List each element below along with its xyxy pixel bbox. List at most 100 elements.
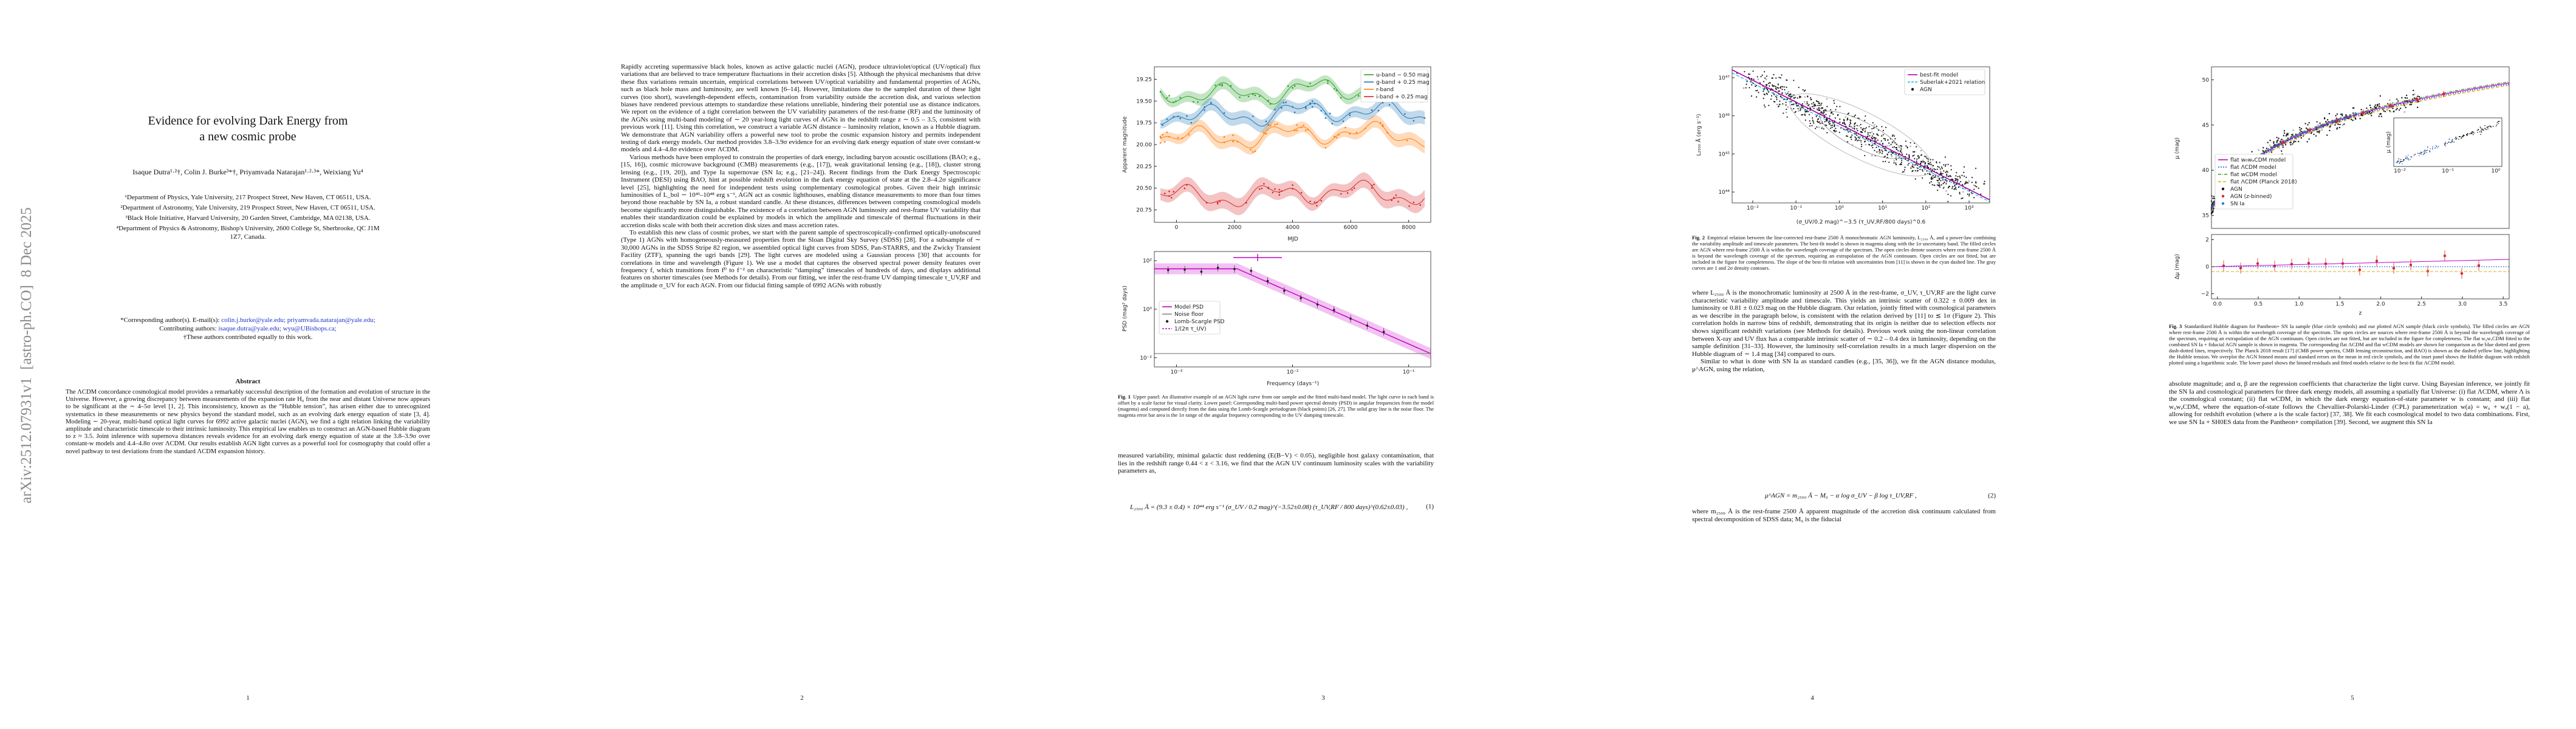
agn-point xyxy=(1914,158,1916,160)
model-curve xyxy=(1160,121,1425,149)
agn-point xyxy=(1922,159,1924,162)
agn-point xyxy=(1886,154,1888,156)
data-point xyxy=(1162,134,1163,136)
sn-point xyxy=(2426,152,2428,154)
agn-point xyxy=(1772,84,1773,86)
agn-point xyxy=(1864,155,1866,157)
agn-point xyxy=(1862,128,1865,129)
sn-point xyxy=(2455,136,2456,138)
agn-point xyxy=(2480,129,2482,131)
agn-point xyxy=(1816,108,1818,110)
agn-point xyxy=(2290,142,2292,143)
affiliation: ³Black Hole Initiative, Harvard Universi… xyxy=(125,214,371,222)
data-point xyxy=(1300,126,1303,128)
agn-point xyxy=(1786,79,1787,81)
agn-point xyxy=(2417,101,2420,103)
figure-psd: 10⁻³ 10⁻² 10⁻¹ 10⁻² 10⁰ 10² PSD (mag² days) Fre… xyxy=(1122,251,1431,387)
agn-point xyxy=(2386,109,2388,111)
data-point xyxy=(1314,103,1316,104)
agn-point xyxy=(1770,95,1773,97)
agn-point xyxy=(1975,185,1976,187)
agn-point xyxy=(1896,146,1897,149)
data-point xyxy=(1371,187,1373,189)
sn-point xyxy=(2473,132,2475,134)
agn-point xyxy=(1938,177,1941,179)
agn-point xyxy=(1893,162,1895,164)
agn-point xyxy=(1875,140,1877,142)
agn-point xyxy=(1945,190,1947,192)
x-tick-label: 2000 xyxy=(1227,225,1241,231)
email-link[interactable]: colin.j.burke@yale.edu; priyamvada.natar… xyxy=(221,317,375,324)
data-point xyxy=(1327,82,1329,84)
agn-point xyxy=(1916,160,1917,162)
agn-point xyxy=(1888,145,1890,146)
model-band xyxy=(1160,94,1425,133)
data-point xyxy=(1419,204,1422,206)
y-tick-label: 19.75 xyxy=(1136,120,1152,126)
sn-point xyxy=(2272,145,2274,147)
sn-point xyxy=(2472,134,2474,135)
agn-point xyxy=(1971,177,1973,179)
data-point xyxy=(1258,188,1261,190)
agn-point xyxy=(1920,154,1922,156)
agn-point xyxy=(1766,75,1768,77)
residual-point xyxy=(2307,261,2311,265)
sn-point xyxy=(2490,126,2491,128)
agn-point xyxy=(1746,81,1748,83)
agn-point xyxy=(1852,127,1854,129)
agn-point xyxy=(1862,129,1863,131)
agn-point xyxy=(1936,184,1938,186)
agn-point xyxy=(1839,106,1841,108)
model-band xyxy=(1154,263,1431,360)
plot-frame xyxy=(1732,66,1990,204)
agn-point xyxy=(2374,106,2376,108)
agn-point xyxy=(2411,156,2413,158)
agn-point xyxy=(1878,150,1880,152)
equation-number: (1) xyxy=(1426,503,1434,510)
sn-point xyxy=(2410,156,2411,157)
data-point xyxy=(1278,191,1281,193)
data-point xyxy=(1331,123,1334,125)
agn-point xyxy=(1885,160,1886,162)
agn-point xyxy=(2413,89,2414,92)
email-link[interactable]: isaque.dutra@yale.edu; wyu@UBishops.ca; xyxy=(218,325,337,332)
page-4: 10⁻² 10⁻¹ 10⁰ 10¹ 10² 10³ 10⁴⁴ 10⁴⁵ 10⁴⁶ 10⁴⁷ L₂₅₀… xyxy=(1692,0,1996,729)
legend-label: flat w₀wₐCDM model xyxy=(2230,157,2286,163)
agn-point xyxy=(1939,186,1941,188)
agn-point xyxy=(1832,113,1834,115)
agn-point xyxy=(2471,132,2473,134)
data-point xyxy=(1219,200,1221,203)
residual-point xyxy=(2256,262,2259,265)
agn-point xyxy=(1858,137,1860,139)
agn-point xyxy=(1937,185,1940,187)
x-tick-label: 3.0 xyxy=(2458,301,2467,307)
agn-point xyxy=(1882,151,1883,152)
agn-point xyxy=(2377,104,2379,107)
data-point xyxy=(1349,114,1351,116)
agn-point xyxy=(1826,98,1828,100)
corresponding-label: *Corresponding author(s). E-mail(s): xyxy=(120,317,220,324)
contact-block: *Corresponding author(s). E-mail(s): col… xyxy=(114,316,382,341)
data-point xyxy=(1204,106,1205,108)
y-tick-label: 50 xyxy=(2202,77,2210,83)
agn-point xyxy=(1785,101,1787,103)
data-point xyxy=(1278,188,1281,191)
sn-point xyxy=(2271,149,2273,151)
agn-point xyxy=(1762,97,1764,100)
agn-point xyxy=(1910,142,1911,144)
agn-point xyxy=(1884,139,1886,141)
contributing-label: Contributing authors: xyxy=(159,325,217,332)
agn-point xyxy=(1954,185,1956,187)
agn-point xyxy=(2459,135,2461,137)
agn-point xyxy=(1769,85,1770,87)
agn-point xyxy=(1916,158,1918,160)
data-point xyxy=(1276,123,1278,125)
agn-point xyxy=(1797,108,1799,109)
agn-point xyxy=(1895,164,1897,166)
agn-point xyxy=(1922,170,1923,172)
sn-point xyxy=(2402,163,2403,165)
y-tick-label: 20.75 xyxy=(1136,208,1152,214)
agn-point xyxy=(1790,96,1792,98)
agn-point xyxy=(2456,137,2457,139)
data-point xyxy=(1173,101,1175,103)
